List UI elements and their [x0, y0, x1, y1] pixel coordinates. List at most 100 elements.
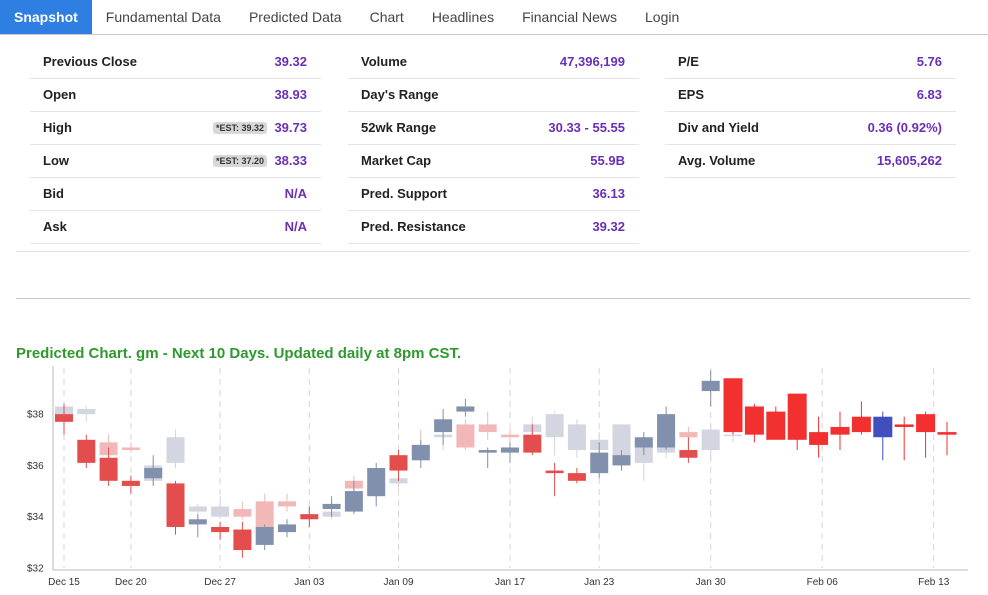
- stat-row: High 39.73 *EST: 39.32: [30, 111, 321, 145]
- x-tick-label: Dec 20: [115, 577, 147, 588]
- historical-candle-body: [567, 473, 586, 481]
- historical-candle-body: [456, 406, 475, 412]
- historical-candle-body: [590, 452, 609, 474]
- stat-value: 39.32: [274, 54, 307, 69]
- historical-candle-body: [634, 437, 653, 448]
- stat-value: 15,605,262: [876, 153, 942, 168]
- stat-value: 0.36 (0.92%): [867, 120, 942, 135]
- tab-fundamental-data[interactable]: Fundamental Data: [105, 9, 221, 25]
- predicted-candle-body: [211, 506, 230, 517]
- historical-candle-body: [99, 457, 118, 481]
- chart-title: Predicted Chart. gm - Next 10 Days. Upda…: [16, 345, 462, 362]
- stat-value: 30.33 - 55.55: [548, 120, 625, 135]
- stat-label: Div and Yield: [678, 120, 759, 135]
- stat-label: Market Cap: [361, 153, 432, 168]
- stat-row: Low 38.33 *EST: 37.20: [30, 144, 321, 178]
- predicted-candle-body: [188, 506, 207, 512]
- historical-candle-body: [367, 468, 386, 497]
- tab-snapshot[interactable]: Snapshot: [0, 0, 92, 34]
- est-badge: *EST: 39.32: [212, 122, 267, 134]
- stat-label: P/E: [678, 54, 699, 69]
- predicted-candle-body: [701, 429, 720, 451]
- historical-candle-body: [545, 470, 564, 474]
- historical-candle-body: [657, 414, 676, 448]
- historical-candle-body: [501, 447, 519, 453]
- forecast-candle-body: [851, 416, 871, 433]
- stat-value: 39.32: [592, 219, 625, 234]
- predicted-candle-body: [724, 434, 742, 437]
- stat-value: 55.9B: [590, 153, 625, 168]
- forecast-candle-body: [916, 414, 936, 433]
- stat-label: Day's Range: [361, 87, 439, 102]
- stat-label: 52wk Range: [361, 120, 437, 135]
- predicted-candle-body: [545, 414, 564, 438]
- stat-label: Ask: [43, 219, 67, 234]
- stat-row: Bid N/A: [30, 177, 321, 211]
- stat-value: 38.93: [274, 87, 307, 102]
- tab-headlines[interactable]: Headlines: [431, 9, 495, 25]
- stat-label: Low: [43, 153, 69, 168]
- stat-row: Div and Yield 0.36 (0.92%): [665, 111, 956, 145]
- predicted-candle-body: [166, 437, 185, 463]
- stat-label: EPS: [678, 87, 705, 102]
- stat-value: 39.73: [274, 120, 307, 135]
- historical-candle-body: [55, 414, 73, 422]
- historical-candle-body: [679, 450, 698, 458]
- historical-candle-body: [322, 503, 341, 510]
- y-tick-label: $38: [27, 410, 44, 421]
- predicted-candle-body: [456, 424, 475, 448]
- stat-value: 47,396,199: [559, 54, 625, 69]
- stat-label: High: [43, 120, 72, 135]
- x-tick-label: Jan 09: [383, 577, 413, 588]
- historical-candle-body: [255, 526, 274, 545]
- x-tick-label: Feb 06: [807, 577, 839, 588]
- stat-row: Open 38.93: [30, 78, 321, 112]
- forecast-candle-body: [937, 432, 957, 435]
- stat-row: Volume 47,396,199: [348, 45, 639, 79]
- divider: [16, 298, 970, 299]
- y-tick-label: $34: [27, 512, 44, 523]
- stat-label: Bid: [43, 186, 64, 201]
- historical-candle-body: [701, 380, 720, 392]
- predicted-candle-body: [77, 409, 96, 415]
- x-tick-label: Jan 30: [696, 577, 726, 588]
- x-tick-label: Feb 13: [918, 577, 950, 588]
- stat-row: Previous Close 39.32: [30, 45, 321, 79]
- x-tick-label: Dec 27: [204, 577, 236, 588]
- stat-row: Pred. Support 36.13: [348, 177, 639, 211]
- stat-value: 6.83: [916, 87, 942, 102]
- x-tick-label: Jan 17: [495, 577, 525, 588]
- historical-candle-body: [211, 526, 230, 533]
- historical-candle-body: [389, 455, 408, 471]
- stat-row: Pred. Resistance 39.32: [348, 210, 639, 244]
- historical-candle-body: [77, 439, 96, 463]
- predicted-candle-body: [278, 501, 296, 507]
- stat-row: Avg. Volume 15,605,262: [665, 144, 956, 178]
- stat-row: P/E 5.76: [665, 45, 956, 79]
- predicted-candle-body: [255, 501, 274, 530]
- historical-candle-body: [411, 444, 430, 461]
- x-tick-label: Jan 03: [294, 577, 324, 588]
- stat-label: Open: [43, 87, 77, 102]
- stat-row: Market Cap 55.9B: [348, 144, 639, 178]
- tab-chart[interactable]: Chart: [369, 9, 404, 25]
- historical-candle-body: [344, 491, 363, 512]
- predicted-candle-body: [612, 424, 631, 463]
- x-tick-label: Jan 23: [584, 577, 614, 588]
- y-tick-label: $36: [27, 461, 44, 472]
- historical-candle-body: [233, 529, 252, 551]
- historical-candle-body: [523, 434, 542, 453]
- predicted-candle-body: [233, 509, 252, 517]
- historical-candle-body: [144, 468, 163, 479]
- historical-candle-body: [278, 524, 296, 533]
- predicted-candle-body: [679, 432, 698, 438]
- tab-predicted-data[interactable]: Predicted Data: [248, 9, 342, 25]
- tab-financial-news[interactable]: Financial News: [522, 9, 618, 25]
- stat-label: Pred. Resistance: [361, 219, 466, 234]
- stat-row: EPS 6.83: [665, 78, 956, 112]
- y-tick-label: $32: [27, 564, 44, 575]
- tab-login[interactable]: Login: [645, 9, 680, 25]
- stat-value: N/A: [284, 186, 307, 201]
- candlestick-chart: $32 $34 $36 $38 Dec 15 Dec 20 Dec 27 Jan 03 Jan …: [27, 366, 968, 588]
- stat-value: 36.13: [592, 186, 625, 201]
